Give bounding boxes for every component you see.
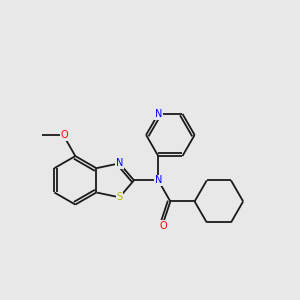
- Text: N: N: [154, 175, 162, 185]
- Text: N: N: [116, 158, 123, 168]
- Text: O: O: [159, 221, 167, 231]
- Text: S: S: [116, 192, 122, 202]
- Text: O: O: [61, 130, 68, 140]
- Text: N: N: [154, 109, 162, 119]
